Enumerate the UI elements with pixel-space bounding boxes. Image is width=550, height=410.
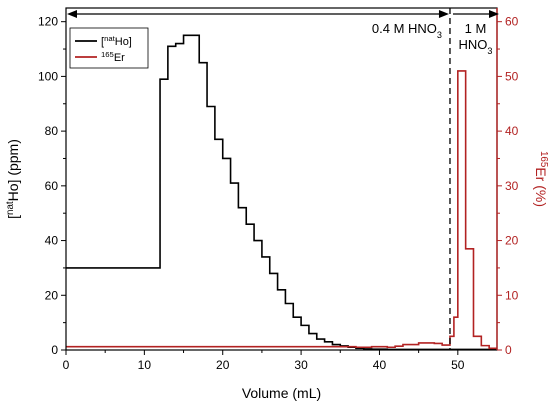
y-right-tick-label: 40 <box>505 124 519 138</box>
y-right-tick-label: 60 <box>505 15 519 29</box>
legend-box <box>69 27 149 69</box>
y-right-axis-title: 165Er (%) <box>533 151 550 207</box>
plot-frame <box>65 7 498 351</box>
region1-arrow-right-head <box>438 10 449 18</box>
x-tick-label: 20 <box>216 358 230 372</box>
y-left-axis-title: [natHo] (ppm) <box>5 139 22 219</box>
x-axis-title: Volume (mL) <box>242 385 321 401</box>
y-left-tick-label: 20 <box>45 288 59 302</box>
region1-arrow-left-head <box>67 10 77 18</box>
x-tick-label: 10 <box>138 358 152 372</box>
region2-label-line2: HNO3 <box>459 37 493 56</box>
y-left-tick-label: 60 <box>45 179 59 193</box>
y-right-tick-label: 10 <box>505 288 519 302</box>
y-left-tick-label: 80 <box>45 124 59 138</box>
x-tick-label: 0 <box>63 358 70 372</box>
y-left-tick-label: 100 <box>38 69 58 83</box>
series-layer <box>66 34 497 351</box>
x-tick-label: 50 <box>451 358 465 372</box>
region2-label-line1: 1 M <box>465 21 487 36</box>
y-left-tick-label: 120 <box>38 15 58 29</box>
y-right-tick-label: 20 <box>505 234 519 248</box>
x-tick-label: 30 <box>294 358 308 372</box>
legend-label-1: 165Er <box>101 50 125 65</box>
y-right-tick-label: 30 <box>505 179 519 193</box>
y-left-tick-label: 40 <box>45 234 59 248</box>
series-line-natho <box>66 34 497 351</box>
legend: [natHo]165Er <box>69 27 149 69</box>
series-line-er165 <box>66 70 497 350</box>
ticks-layer <box>61 21 502 355</box>
axis-titles: Volume (mL) [natHo] (ppm) 165Er (%) <box>5 139 550 401</box>
y-right-tick-label: 50 <box>505 69 519 83</box>
region2-arrow-head <box>489 10 499 18</box>
legend-label-0: [natHo] <box>101 34 132 49</box>
tick-labels-layer: 0 10 20 30 40 50 0 20 40 60 80 100 120 0 10 20 30 40 50 60 <box>38 15 519 372</box>
y-left-tick-label: 0 <box>51 343 58 357</box>
region1-label: 0.4 M HNO3 <box>372 21 442 40</box>
y-right-tick-label: 0 <box>505 343 512 357</box>
x-tick-label: 40 <box>373 358 387 372</box>
